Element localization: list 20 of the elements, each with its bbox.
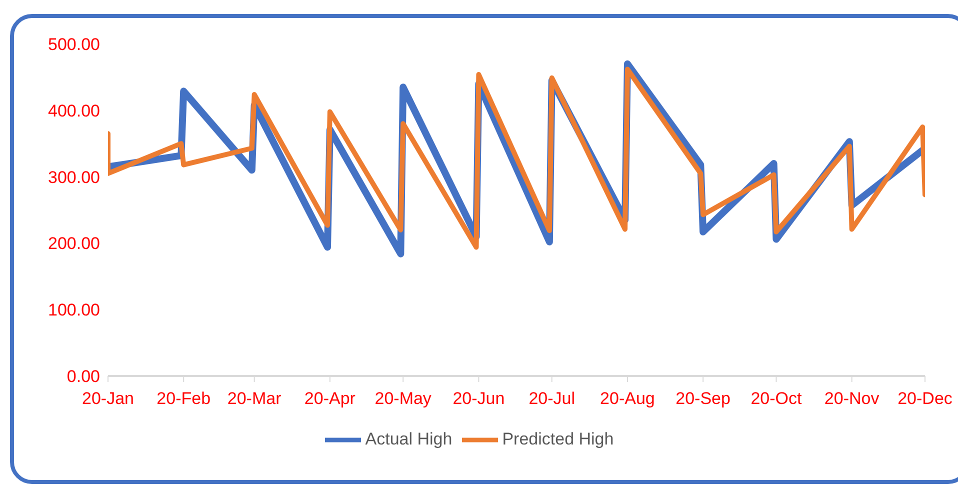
x-tick-label: 20-Mar — [227, 389, 282, 408]
y-tick-label: 200.00 — [48, 234, 100, 254]
legend-label: Predicted High — [502, 429, 614, 448]
y-tick-label: 0.00 — [66, 367, 100, 386]
x-tick-label: 20-Sep — [676, 389, 730, 408]
y-tick-label: 400.00 — [48, 101, 100, 120]
x-tick-label: 20-Jul — [528, 389, 576, 408]
x-tick-label: 20-Oct — [750, 389, 802, 408]
x-tick-label: 20-Aug — [600, 389, 655, 408]
x-tick-label: 20-Jun — [452, 389, 505, 408]
x-tick-label: 20-Dec — [898, 389, 953, 408]
x-tick-label: 20-Nov — [824, 389, 880, 408]
x-tick-label: 20-Feb — [156, 389, 211, 408]
x-tick-label: 20-Jan — [82, 389, 134, 408]
y-tick-label: 500.00 — [48, 35, 100, 54]
y-tick-label: 300.00 — [48, 168, 100, 187]
legend-label: Actual High — [365, 429, 452, 448]
x-tick-label: 20-Apr — [304, 389, 356, 408]
y-tick-label: 100.00 — [48, 300, 100, 320]
x-tick-label: 20-May — [374, 389, 432, 408]
